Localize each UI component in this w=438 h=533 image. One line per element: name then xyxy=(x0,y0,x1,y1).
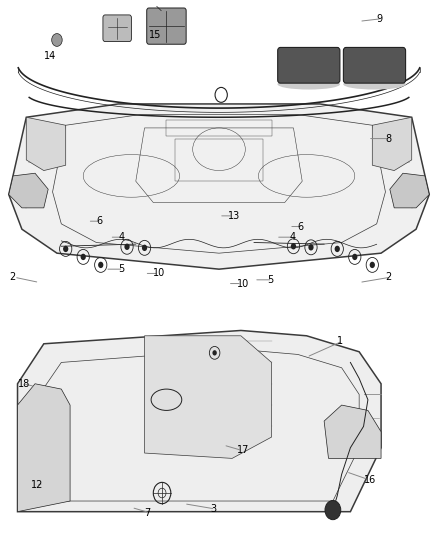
Circle shape xyxy=(212,350,217,356)
Circle shape xyxy=(370,262,375,268)
Text: 13: 13 xyxy=(228,211,240,221)
Circle shape xyxy=(335,246,340,252)
Text: 15: 15 xyxy=(149,30,161,39)
Text: 10: 10 xyxy=(153,269,166,278)
Text: 6: 6 xyxy=(298,222,304,231)
Circle shape xyxy=(63,246,68,252)
Polygon shape xyxy=(145,336,272,458)
Circle shape xyxy=(81,254,86,260)
Text: 8: 8 xyxy=(385,134,392,143)
Polygon shape xyxy=(18,330,381,512)
Text: 14: 14 xyxy=(44,51,56,61)
Text: 16: 16 xyxy=(364,475,376,484)
Polygon shape xyxy=(9,104,429,269)
Polygon shape xyxy=(9,173,48,208)
Circle shape xyxy=(325,500,341,520)
Text: 3: 3 xyxy=(210,504,216,514)
Circle shape xyxy=(352,254,357,260)
FancyBboxPatch shape xyxy=(103,15,131,42)
FancyBboxPatch shape xyxy=(343,47,406,83)
Text: 9: 9 xyxy=(377,14,383,23)
Circle shape xyxy=(52,34,62,46)
Text: 1: 1 xyxy=(337,336,343,346)
Text: 5: 5 xyxy=(118,264,124,274)
Circle shape xyxy=(291,243,296,249)
Text: 4: 4 xyxy=(289,232,295,242)
Polygon shape xyxy=(18,384,70,512)
Circle shape xyxy=(98,262,103,268)
Text: 5: 5 xyxy=(267,275,273,285)
Circle shape xyxy=(308,244,314,251)
Polygon shape xyxy=(372,117,412,171)
Polygon shape xyxy=(324,405,381,458)
Circle shape xyxy=(142,245,147,251)
Text: 17: 17 xyxy=(237,446,249,455)
Circle shape xyxy=(124,244,130,250)
Text: 7: 7 xyxy=(145,508,151,518)
Polygon shape xyxy=(26,117,66,171)
Text: 6: 6 xyxy=(96,216,102,226)
Polygon shape xyxy=(390,173,429,208)
FancyBboxPatch shape xyxy=(278,47,340,83)
Text: 2: 2 xyxy=(9,272,15,282)
Text: 10: 10 xyxy=(237,279,249,288)
Text: 18: 18 xyxy=(18,379,30,389)
FancyBboxPatch shape xyxy=(147,8,186,44)
Text: 2: 2 xyxy=(385,272,392,282)
Ellipse shape xyxy=(343,79,406,90)
Ellipse shape xyxy=(278,79,340,90)
Text: 4: 4 xyxy=(118,232,124,242)
Text: 12: 12 xyxy=(31,480,43,490)
